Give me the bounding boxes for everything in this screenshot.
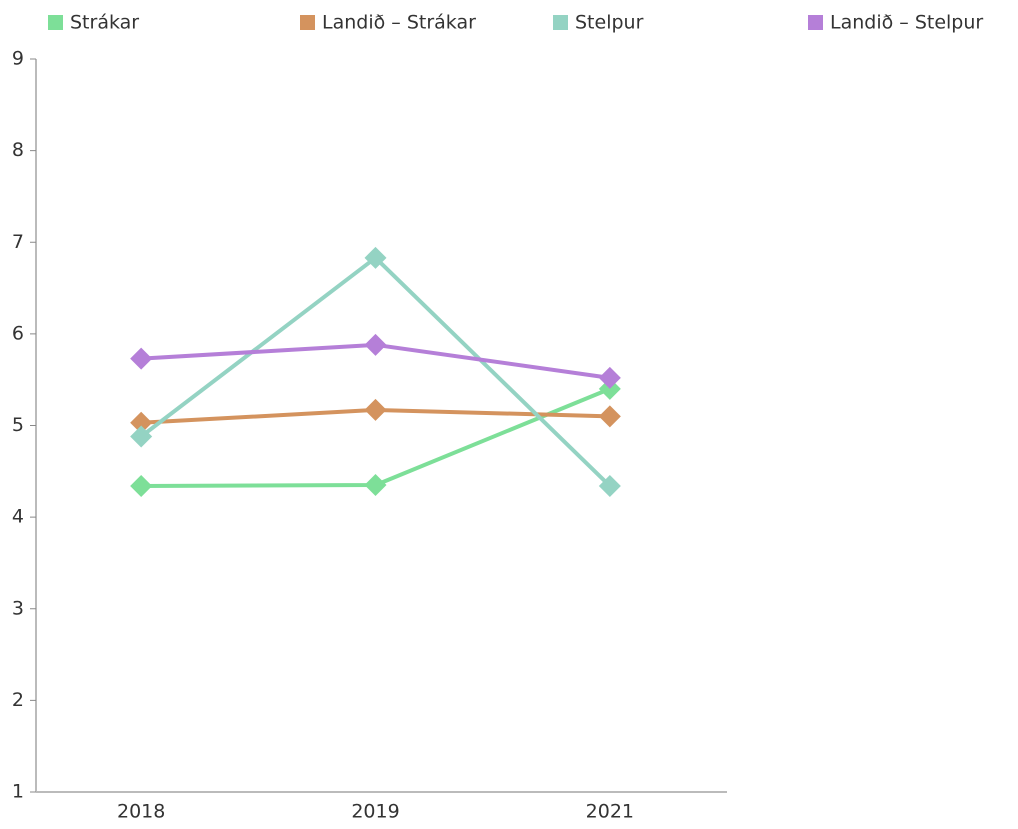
series-line xyxy=(139,255,612,488)
y-tick-label: 3 xyxy=(12,597,24,619)
y-tick-label: 5 xyxy=(12,414,24,436)
y-tick-label: 2 xyxy=(12,689,24,711)
marker xyxy=(598,405,621,428)
x-tick-label: 2018 xyxy=(117,801,165,823)
legend-swatch xyxy=(48,15,63,30)
legend-swatch xyxy=(553,15,568,30)
marker xyxy=(130,425,153,448)
marker xyxy=(130,347,153,370)
legend-label: Landið – Strákar xyxy=(322,12,476,34)
marker xyxy=(130,474,153,497)
y-tick-label: 4 xyxy=(12,506,24,528)
marker xyxy=(364,398,387,421)
legend-swatch xyxy=(300,15,315,30)
y-tick-label: 6 xyxy=(12,322,24,344)
marker xyxy=(130,411,153,434)
x-tick-label: 2019 xyxy=(351,801,399,823)
marker xyxy=(364,246,387,269)
marker xyxy=(598,474,621,497)
legend-label: Strákar xyxy=(70,12,139,34)
y-tick-label: 7 xyxy=(12,231,24,253)
legend-swatch xyxy=(808,15,823,30)
y-tick-label: 1 xyxy=(12,781,24,803)
marker xyxy=(364,333,387,356)
y-tick-label: 9 xyxy=(12,48,24,70)
marker xyxy=(364,474,387,497)
marker xyxy=(598,366,621,389)
legend-label: Landið – Stelpur xyxy=(830,12,983,34)
legend-label: Stelpur xyxy=(575,12,644,34)
y-tick-label: 8 xyxy=(12,139,24,161)
x-tick-label: 2021 xyxy=(586,801,634,823)
